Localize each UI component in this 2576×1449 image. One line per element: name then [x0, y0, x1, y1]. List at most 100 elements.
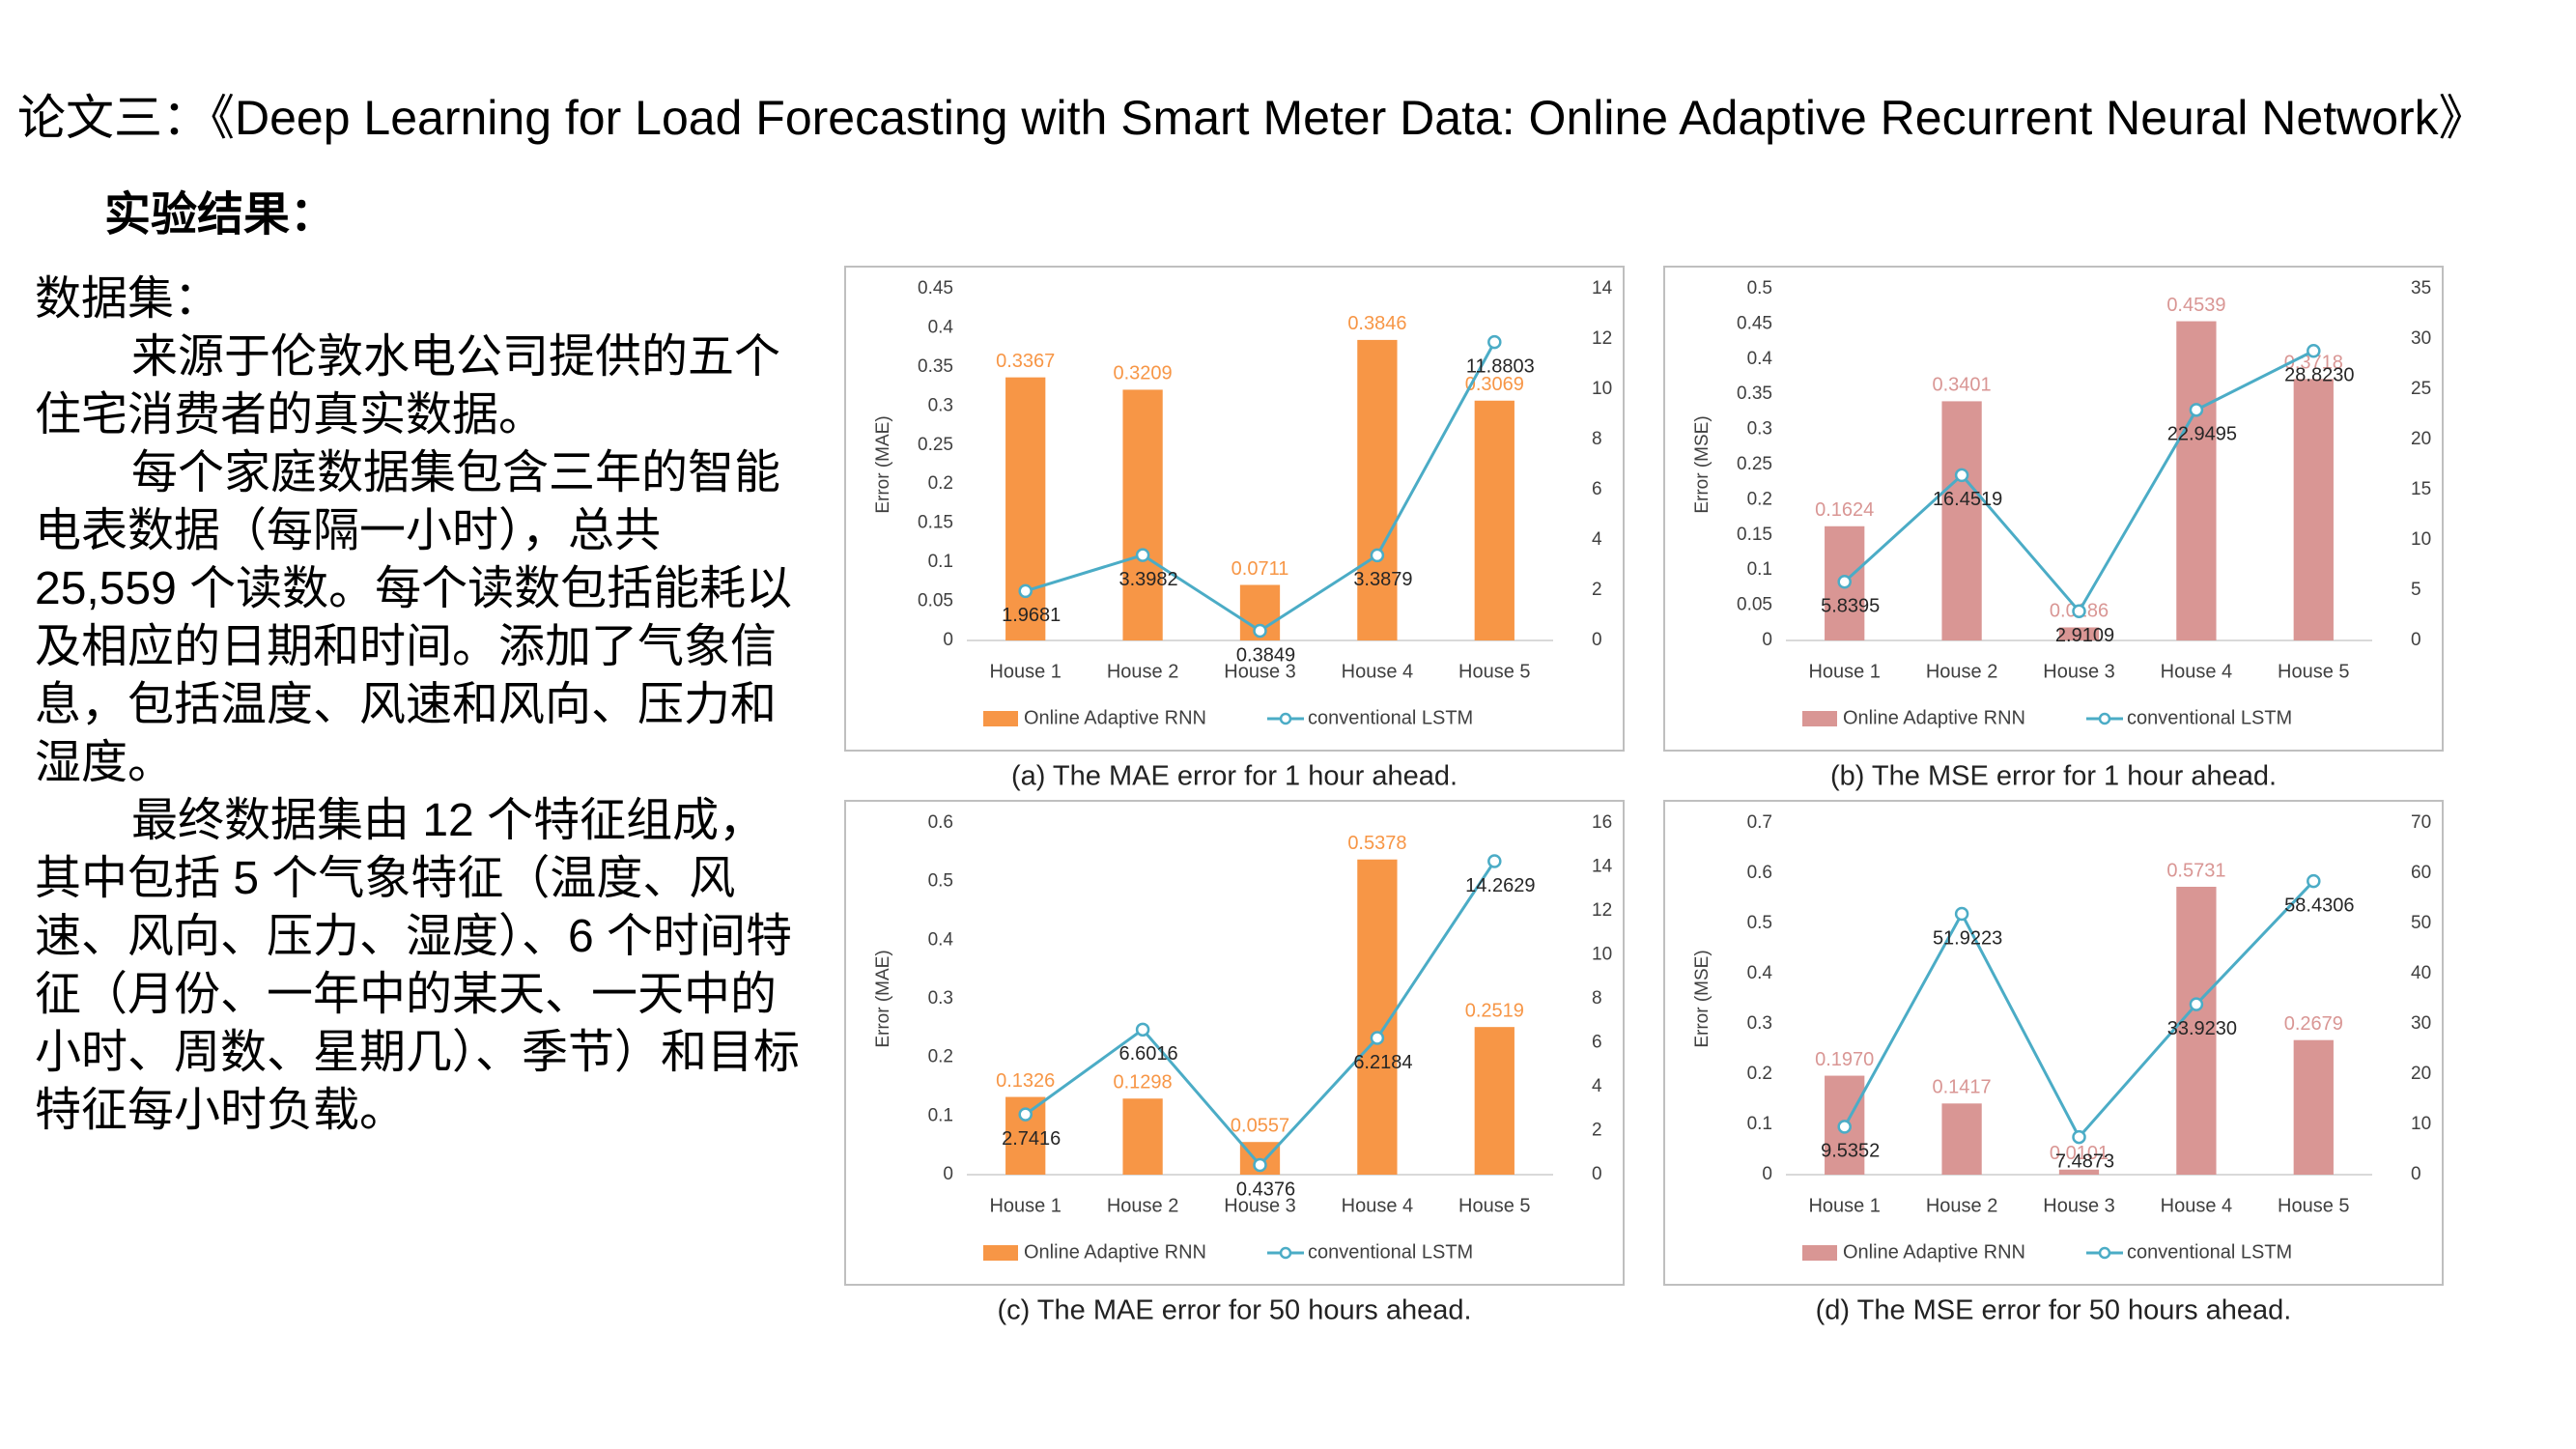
y2-tick-label: 70 — [2411, 812, 2431, 833]
chart: 0 0.1 0.2 0.3 0.4 0.5 0.6 0 2 4 6 8 10 12 14 16 Error (M… — [844, 800, 1625, 1326]
chart: 0 0.05 0.1 0.15 0.2 0.25 0.3 0.35 0.4 0.45 0 2 4 6 8 10… — [844, 266, 1625, 792]
y-tick-label: 0.1 — [1747, 1114, 1772, 1134]
y2-tick-label: 14 — [1592, 278, 1613, 298]
bar-value-label: 0.2679 — [2284, 1013, 2343, 1035]
y2-tick-label: 4 — [1592, 1076, 1602, 1096]
bar-value-label: 0.1624 — [1815, 499, 1874, 521]
line-value-label: 1.9681 — [1002, 605, 1061, 626]
bar-value-label: 0.1326 — [996, 1070, 1055, 1092]
y2-tick-label: 15 — [2411, 479, 2431, 499]
legend-swatch — [983, 1245, 1018, 1261]
x-tick-label: House 4 — [1342, 1195, 1414, 1216]
bar — [1474, 400, 1514, 640]
x-tick-label: House 2 — [1107, 1195, 1179, 1216]
y-tick-label: 0.35 — [918, 356, 953, 377]
x-tick-label: House 3 — [2043, 1195, 2115, 1216]
x-tick-label: House 5 — [1458, 1195, 1531, 1216]
paragraph: 每个家庭数据集包含三年的智能电表数据（每隔一小时），总共 25,559 个读数。… — [35, 447, 793, 788]
y-tick-label: 0.5 — [928, 871, 953, 892]
y-tick-label: 0.3 — [1747, 1013, 1772, 1034]
line-value-label: 6.6016 — [1119, 1043, 1178, 1065]
chart-caption: (b) The MSE error for 1 hour ahead. — [1830, 761, 2277, 792]
y2-tick-label: 8 — [1592, 988, 1602, 1009]
y2-tick-label: 6 — [1592, 1033, 1602, 1053]
y-tick-label: 0.45 — [918, 278, 953, 298]
x-tick-label: House 3 — [1224, 661, 1296, 682]
line-value-label: 3.3879 — [1353, 569, 1412, 590]
y2-tick-label: 40 — [2411, 963, 2431, 983]
x-tick-label: House 1 — [1808, 1195, 1881, 1216]
x-tick-label: House 4 — [2161, 661, 2233, 682]
legend-item: Online Adaptive RNN — [1802, 1241, 2025, 1263]
bar — [2293, 379, 2334, 640]
bar-value-label: 0.3846 — [1347, 313, 1406, 334]
x-tick-label: House 2 — [1926, 1195, 1998, 1216]
x-tick-label: House 2 — [1107, 661, 1179, 682]
body-text: 数据集： 来源于伦敦水电公司提供的五个住宅消费者的真实数据。 每个家庭数据集包含… — [35, 270, 807, 1140]
chart-caption: (a) The MAE error for 1 hour ahead. — [1011, 761, 1458, 792]
y-tick-label: 0.4 — [1747, 349, 1773, 369]
line-marker — [1837, 575, 1852, 589]
paragraph: 来源于伦敦水电公司提供的五个住宅消费者的真实数据。 — [35, 331, 781, 440]
line-value-label: 0.4376 — [1236, 1179, 1295, 1200]
line-marker — [1253, 623, 1267, 639]
y-tick-label: 0.1 — [1747, 559, 1772, 580]
line-marker — [2072, 1129, 2086, 1145]
bar-value-label: 0.2519 — [1465, 1000, 1524, 1021]
slide-title: 论文三：《Deep Learning for Load Forecasting … — [17, 91, 2487, 145]
line-value-label: 33.9230 — [2167, 1018, 2237, 1039]
y2-tick-label: 10 — [2411, 529, 2431, 550]
y2-tick-label: 12 — [1592, 328, 1612, 349]
y-tick-label: 0 — [943, 1164, 953, 1184]
y2-tick-label: 8 — [1592, 429, 1602, 449]
x-tick-label: House 1 — [1808, 661, 1881, 682]
legend-item: conventional LSTM — [1267, 707, 1473, 728]
y-tick-label: 0.05 — [918, 591, 953, 611]
line-value-label: 51.9223 — [1933, 927, 2002, 949]
line-marker — [1370, 1031, 1385, 1045]
x-tick-label: House 3 — [2043, 661, 2115, 682]
paragraph: 数据集： — [35, 273, 221, 325]
line-marker — [1135, 548, 1150, 562]
bar-value-label: 0.3401 — [1933, 375, 1992, 396]
x-tick-label: House 2 — [1926, 661, 1998, 682]
line-value-label: 14.2629 — [1465, 875, 1535, 896]
chart-caption: (c) The MAE error for 50 hours ahead. — [997, 1295, 1471, 1326]
legend-item: conventional LSTM — [2086, 1241, 2292, 1263]
bar — [2293, 1039, 2334, 1175]
legend-swatch — [983, 711, 1018, 726]
y2-tick-label: 0 — [1592, 630, 1602, 650]
y-tick-label: 0.2 — [928, 1047, 953, 1067]
y-axis-title: Error (MSE) — [1692, 950, 1713, 1047]
y2-tick-label: 10 — [2411, 1114, 2431, 1134]
bar — [1122, 389, 1163, 640]
bar — [1005, 377, 1046, 640]
x-tick-label: House 1 — [989, 661, 1062, 682]
legend-item: Online Adaptive RNN — [983, 707, 1206, 728]
line-marker — [2189, 997, 2204, 1011]
legend-swatch-marker — [2098, 712, 2111, 725]
x-tick-label: House 5 — [2278, 1195, 2350, 1216]
y-tick-label: 0.15 — [1737, 525, 1772, 545]
y2-tick-label: 10 — [1592, 945, 1612, 965]
bar — [2058, 627, 2100, 640]
legend-item: conventional LSTM — [2086, 707, 2292, 728]
y-tick-label: 0.2 — [1747, 489, 1772, 509]
bar-value-label: 0.0711 — [1231, 558, 1289, 580]
y-tick-label: 0.6 — [1747, 863, 1772, 883]
line-marker — [2189, 403, 2204, 417]
bar — [1357, 339, 1398, 640]
bar-value-label: 0.0101 — [2050, 1143, 2109, 1164]
y-tick-label: 0.7 — [1747, 812, 1772, 833]
line-marker — [1487, 854, 1502, 868]
bar-value-label: 0.1298 — [1114, 1072, 1173, 1094]
y2-tick-label: 20 — [2411, 1064, 2431, 1084]
chart-frame — [844, 266, 1625, 752]
chart: 0 0.1 0.2 0.3 0.4 0.5 0.6 0.7 0 10 20 30 40 50 60 70 Err… — [1663, 800, 2444, 1326]
legend-swatch-marker — [1279, 1246, 1292, 1260]
y2-tick-label: 25 — [2411, 379, 2431, 399]
legend-label: conventional LSTM — [2127, 1241, 2292, 1263]
y2-tick-label: 4 — [1592, 529, 1602, 550]
legend-label: conventional LSTM — [2127, 707, 2292, 728]
